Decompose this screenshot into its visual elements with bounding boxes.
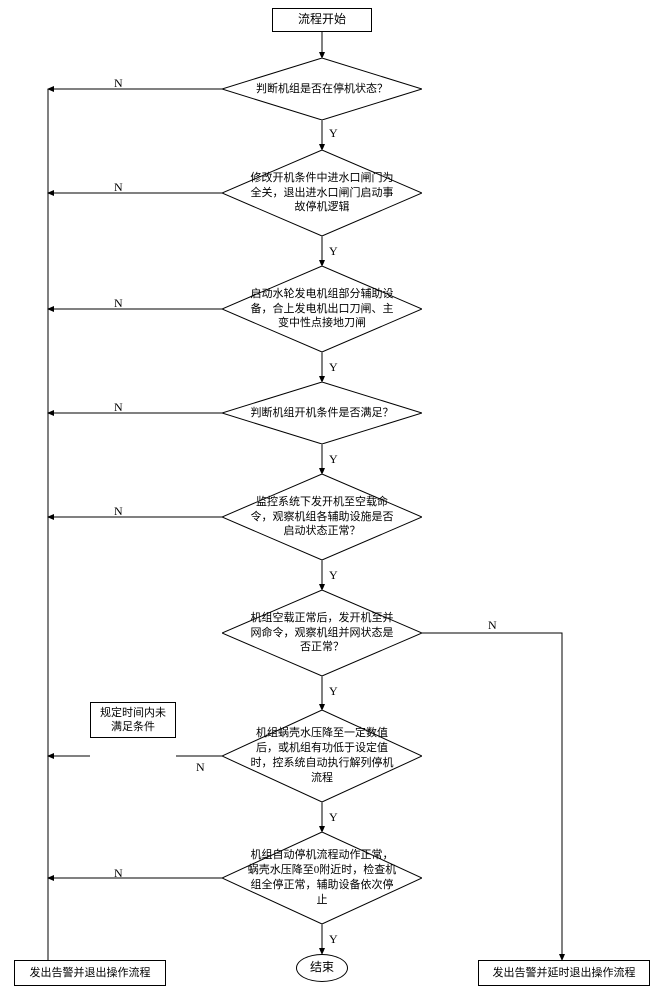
edge-label-yes: Y xyxy=(329,360,338,375)
d7-text: 机组蜗壳水压降至一定数值后，或机组有功低于设定值时，控系统自动执行解列停机流程 xyxy=(246,726,398,785)
edge-label-no: N xyxy=(114,504,123,519)
alarm-right-text: 发出告警并延时退出操作流程 xyxy=(493,966,636,980)
decision-d2: 修改开机条件中进水口闸门为全关，退出进水口闸门启动事故停机逻辑 xyxy=(222,150,422,236)
edge-label-yes: Y xyxy=(329,452,338,467)
edge-label-yes: Y xyxy=(329,244,338,259)
edge-label-no: N xyxy=(114,866,123,881)
decision-d6: 机组空载正常后，发开机至并网命令，观察机组并网状态是否正常？ xyxy=(222,590,422,676)
start-label: 流程开始 xyxy=(298,12,346,28)
edge-label-no: N xyxy=(196,760,205,775)
end-label: 结束 xyxy=(310,960,334,976)
edge-label-yes: Y xyxy=(329,568,338,583)
edge-label-no: N xyxy=(114,180,123,195)
start-node: 流程开始 xyxy=(272,8,372,32)
decision-d4: 判断机组开机条件是否满足？ xyxy=(222,382,422,444)
edge-label-no: N xyxy=(114,400,123,415)
sidebox-text: 规定时间内未满足条件 xyxy=(95,706,171,735)
decision-d8: 机组自动停机流程动作正常，蜗壳水压降至0附近时，检查机组全停正常，辅助设备依次停… xyxy=(222,832,422,924)
d5-text: 监控系统下发开机至空载命令，观察机组各辅助设施是否启动状态正常？ xyxy=(248,495,396,540)
alarm-left-box: 发出告警并退出操作流程 xyxy=(14,960,166,986)
edge-label-no: N xyxy=(488,618,497,633)
alarm-left-text: 发出告警并退出操作流程 xyxy=(30,966,151,980)
edge-label-yes: Y xyxy=(329,684,338,699)
edge-label-no: N xyxy=(114,76,123,91)
d2-text: 修改开机条件中进水口闸门为全关，退出进水口闸门启动事故停机逻辑 xyxy=(250,171,394,216)
decision-d7: 机组蜗壳水压降至一定数值后，或机组有功低于设定值时，控系统自动执行解列停机流程 xyxy=(222,710,422,802)
side-condition-box: 规定时间内未满足条件 xyxy=(90,702,176,738)
edge-label-yes: Y xyxy=(329,810,338,825)
d1-text: 判断机组是否在停机状态？ xyxy=(256,82,388,97)
d4-text: 判断机组开机条件是否满足？ xyxy=(251,406,394,421)
edge-label-yes: Y xyxy=(329,932,338,947)
edge-label-no: N xyxy=(114,296,123,311)
d8-text: 机组自动停机流程动作正常，蜗壳水压降至0附近时，检查机组全停正常，辅助设备依次停… xyxy=(246,848,398,907)
decision-d3: 启动水轮发电机组部分辅助设备，合上发电机出口刀闸、主变中性点接地刀闸 xyxy=(222,266,422,352)
decision-d5: 监控系统下发开机至空载命令，观察机组各辅助设施是否启动状态正常？ xyxy=(222,474,422,560)
flowchart-canvas: 流程开始 判断机组是否在停机状态？ 修改开机条件中进水口闸门为全关，退出进水口闸… xyxy=(0,0,663,1000)
d3-text: 启动水轮发电机组部分辅助设备，合上发电机出口刀闸、主变中性点接地刀闸 xyxy=(246,287,398,332)
decision-d1: 判断机组是否在停机状态？ xyxy=(222,58,422,120)
alarm-right-box: 发出告警并延时退出操作流程 xyxy=(478,960,650,986)
edge-label-yes: Y xyxy=(329,126,338,141)
d6-text: 机组空载正常后，发开机至并网命令，观察机组并网状态是否正常？ xyxy=(248,611,396,656)
end-node: 结束 xyxy=(296,954,348,982)
